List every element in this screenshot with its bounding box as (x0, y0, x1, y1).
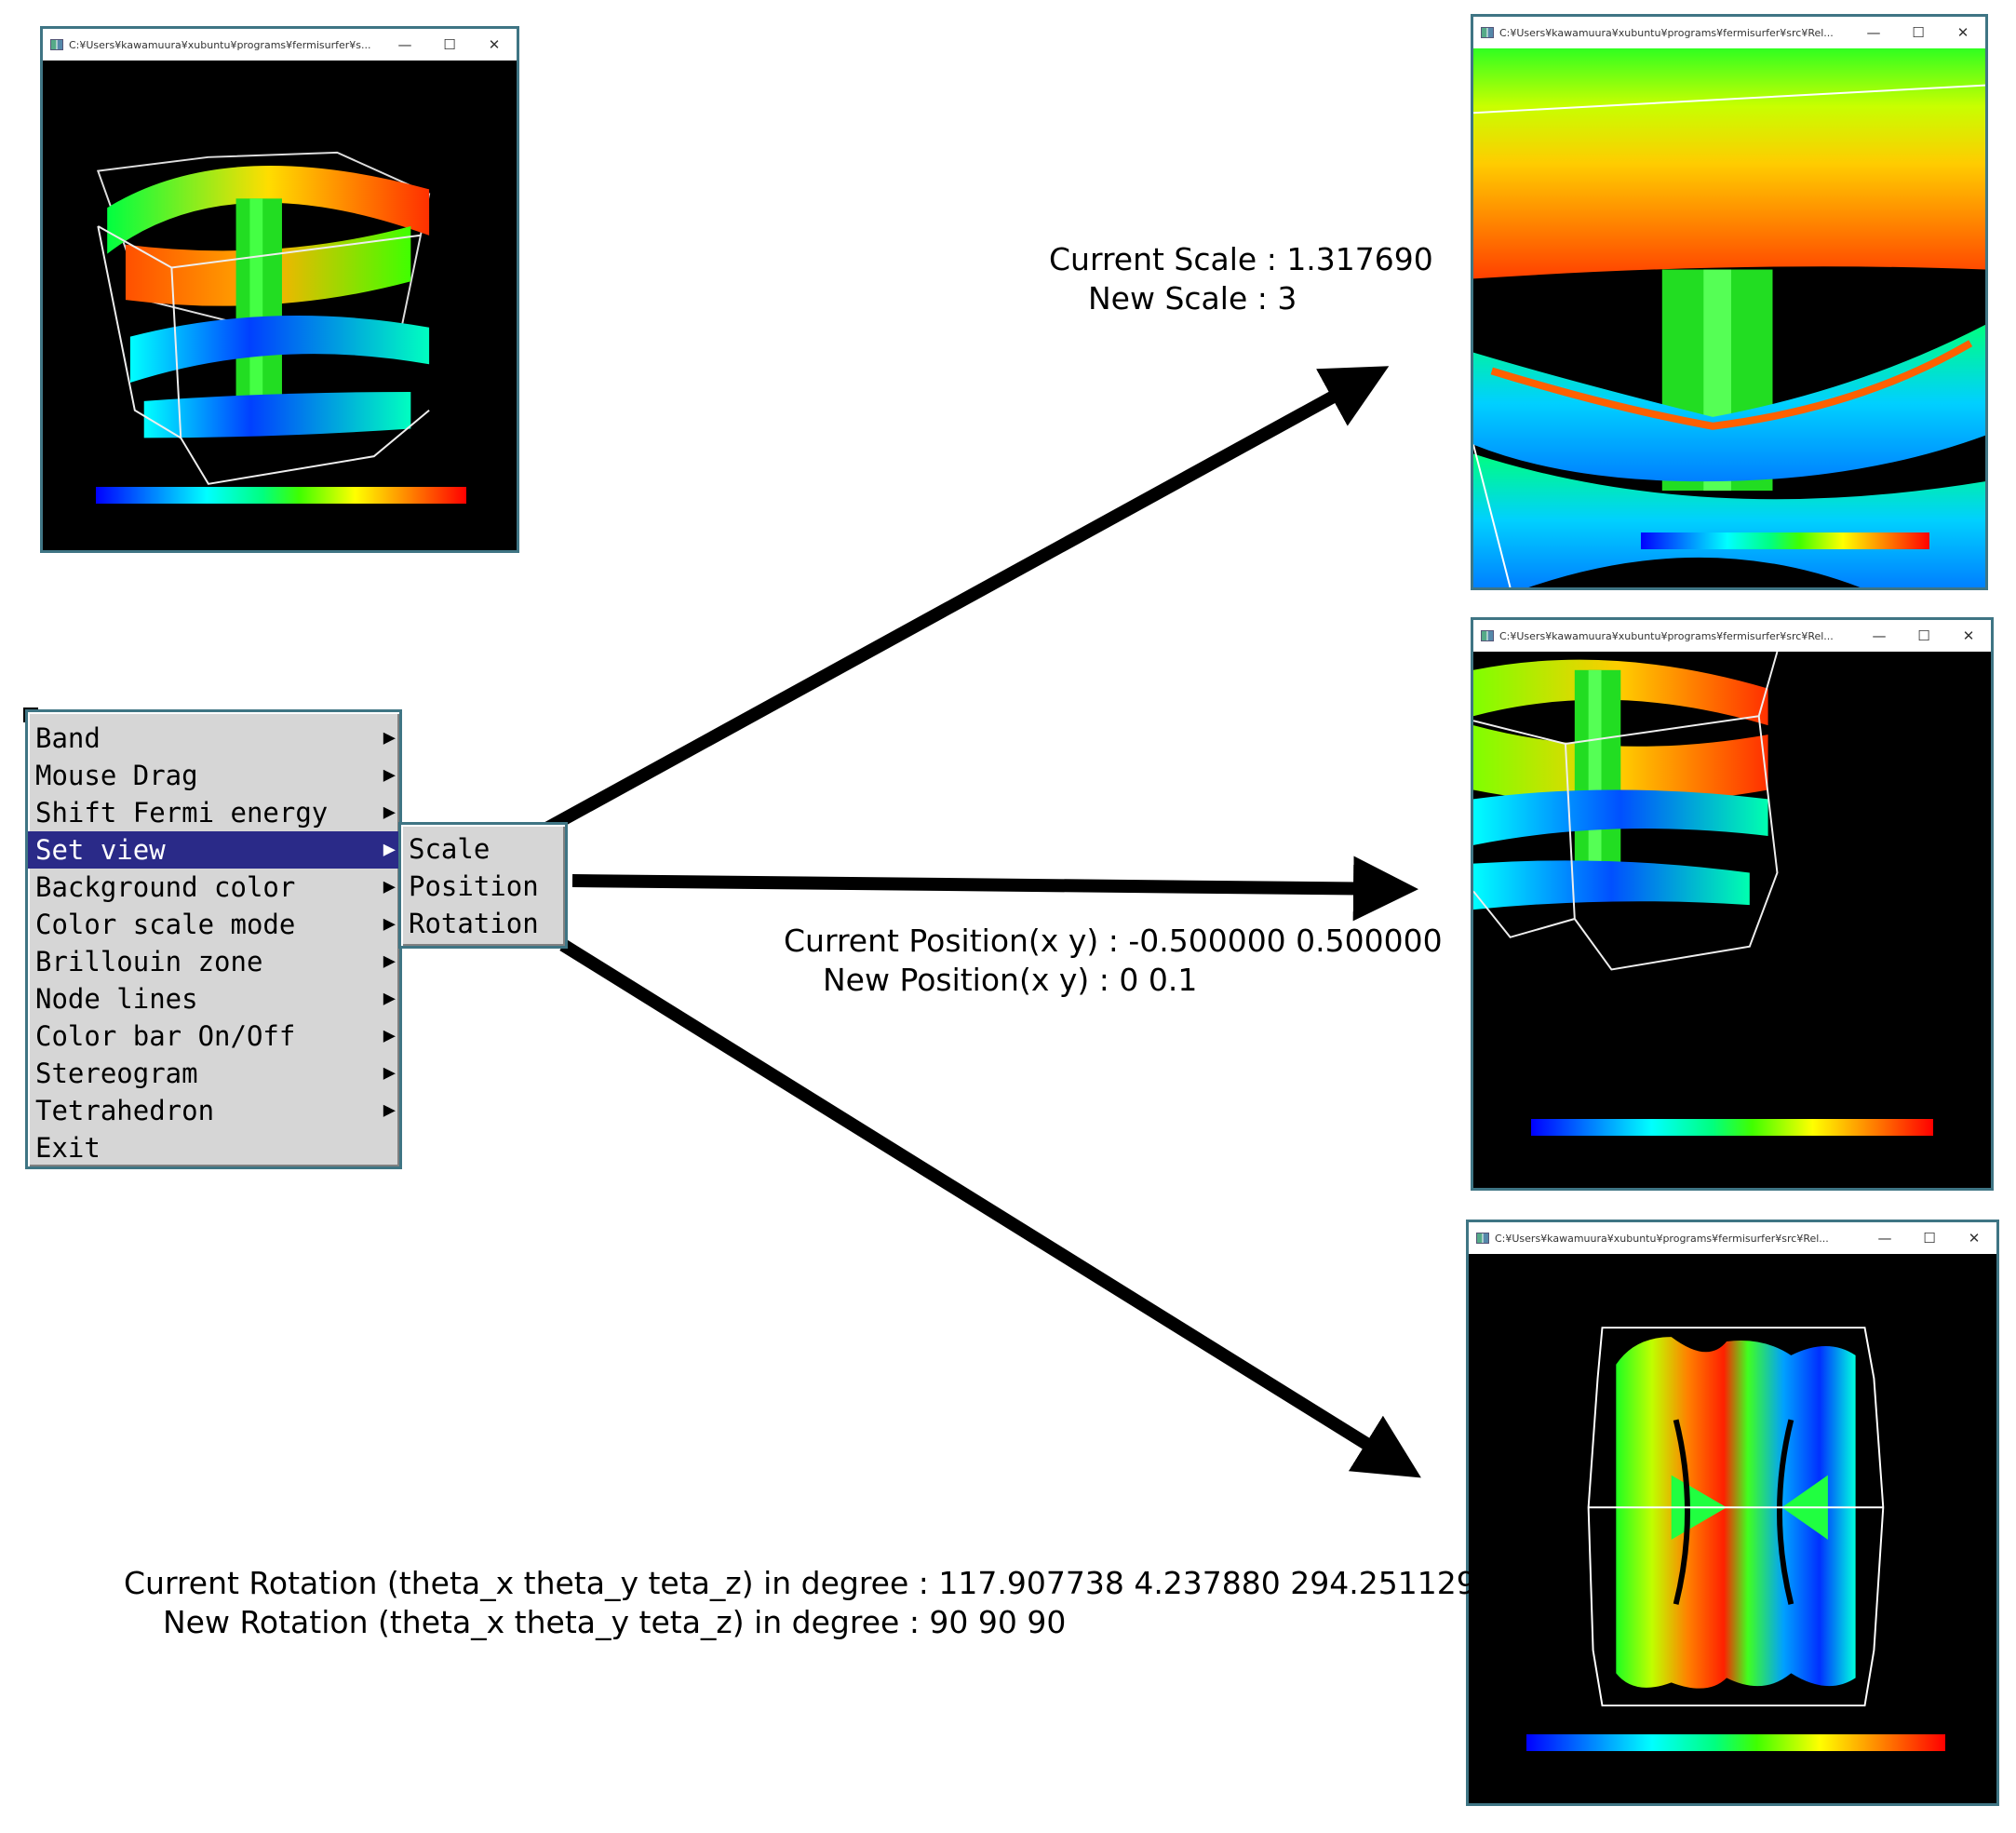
app-icon (1481, 27, 1494, 38)
original-view-window: C:¥Users¥kawamuura¥xubuntu¥programs¥ferm… (40, 26, 519, 553)
arrow-rotation (559, 939, 1421, 1478)
submenu-arrow-icon: ▶ (383, 987, 396, 1010)
scale-annotation: Current Scale : 1.317690 New Scale : 3 (1049, 240, 1433, 318)
current-position-text: Current Position(x y) : -0.500000 0.5000… (784, 923, 1443, 959)
submenu-arrow-icon: ▶ (383, 801, 396, 824)
maximize-icon[interactable]: ☐ (1917, 627, 1930, 644)
menu-item-stereogram[interactable]: Stereogram ▶ (28, 1055, 399, 1092)
minimize-icon[interactable]: — (1877, 1230, 1892, 1247)
app-icon (1476, 1233, 1489, 1244)
fermi-surface-render (1587, 1327, 1885, 1707)
menu-item-exit[interactable]: Exit (35, 1132, 101, 1164)
submenu-arrow-icon: ▶ (383, 726, 396, 749)
submenu-arrow-icon: ▶ (383, 875, 396, 898)
fermi-surface-render (1473, 652, 1779, 971)
position-annotation: Current Position(x y) : -0.500000 0.5000… (784, 922, 1443, 1000)
new-rotation-text: New Rotation (theta_x theta_y teta_z) in… (163, 1604, 1067, 1640)
menu-item-tetrahedron[interactable]: Tetrahedron ▶ (28, 1092, 399, 1129)
rotation-annotation: Current Rotation (theta_x theta_y teta_z… (124, 1564, 1476, 1642)
menu-item-mouse-drag[interactable]: Mouse Drag ▶ (28, 757, 399, 794)
maximize-icon[interactable]: ☐ (1923, 1230, 1936, 1247)
fermi-surface-view[interactable] (1473, 652, 1991, 1188)
window-titlebar[interactable]: C:¥Users¥kawamuura¥xubuntu¥programs¥ferm… (1469, 1222, 1996, 1254)
position-view-window: C:¥Users¥kawamuura¥xubuntu¥programs¥ferm… (1471, 617, 1994, 1191)
new-scale-text: New Scale : 3 (1088, 280, 1297, 317)
app-icon (50, 39, 63, 50)
current-scale-text: Current Scale : 1.317690 (1049, 241, 1433, 277)
menu-item-brillouin-zone[interactable]: Brillouin zone ▶ (28, 943, 399, 980)
submenu-item-scale[interactable]: Scale (409, 833, 491, 865)
submenu-arrow-icon: ▶ (383, 1098, 396, 1122)
fermi-surface-view[interactable] (1469, 1254, 1996, 1803)
submenu-item-rotation[interactable]: Rotation (409, 908, 539, 939)
menu-item-band[interactable]: Band ▶ (28, 720, 399, 757)
arrow-position (571, 856, 1418, 922)
minimize-icon[interactable]: — (1866, 24, 1881, 41)
color-bar (1641, 532, 1929, 549)
arrow-scale (517, 366, 1390, 849)
close-icon[interactable]: ✕ (1968, 1230, 1981, 1247)
color-bar (96, 487, 466, 504)
menu-item-shift-fermi-energy[interactable]: Shift Fermi energy ▶ (28, 794, 399, 831)
maximize-icon[interactable]: ☐ (1912, 24, 1925, 41)
menu-item-node-lines[interactable]: Node lines ▶ (28, 980, 399, 1018)
window-titlebar[interactable]: C:¥Users¥kawamuura¥xubuntu¥programs¥ferm… (1473, 17, 1985, 48)
current-rotation-text: Current Rotation (theta_x theta_y teta_z… (124, 1565, 1476, 1601)
rotation-view-window: C:¥Users¥kawamuura¥xubuntu¥programs¥ferm… (1466, 1220, 1999, 1806)
window-titlebar[interactable]: C:¥Users¥kawamuura¥xubuntu¥programs¥ferm… (43, 29, 517, 61)
submenu-arrow-icon: ▶ (383, 912, 396, 936)
window-titlebar[interactable]: C:¥Users¥kawamuura¥xubuntu¥programs¥ferm… (1473, 620, 1991, 652)
menu-item-set-view[interactable]: Set view ▶ (28, 831, 399, 869)
submenu-item-position[interactable]: Position (409, 870, 539, 902)
submenu-arrow-icon: ▶ (383, 950, 396, 973)
close-icon[interactable]: ✕ (488, 36, 501, 53)
submenu-arrow-icon: ▶ (383, 838, 396, 861)
set-view-submenu: Scale Position Rotation (398, 822, 568, 949)
app-icon (1481, 630, 1494, 641)
submenu-arrow-icon: ▶ (383, 763, 396, 787)
close-icon[interactable]: ✕ (1962, 627, 1975, 644)
fermi-surface-view[interactable] (43, 61, 517, 550)
menu-item-background-color[interactable]: Background color ▶ (28, 869, 399, 906)
minimize-icon[interactable]: — (1872, 627, 1887, 644)
fermi-surface-render (1473, 48, 1985, 587)
menu-item-color-bar[interactable]: Color bar On/Off ▶ (28, 1018, 399, 1055)
new-position-text: New Position(x y) : 0 0.1 (823, 962, 1198, 998)
submenu-arrow-icon: ▶ (383, 1024, 396, 1047)
menu-item-color-scale-mode[interactable]: Color scale mode ▶ (28, 906, 399, 943)
minimize-icon[interactable]: — (397, 36, 412, 53)
fermi-surface-render (96, 151, 431, 485)
submenu-arrow-icon: ▶ (383, 1061, 396, 1085)
color-bar (1526, 1734, 1945, 1751)
context-menu: Band ▶ Mouse Drag ▶ Shift Fermi energy ▶ Se… (25, 709, 402, 1169)
scaled-view-window: C:¥Users¥kawamuura¥xubuntu¥programs¥ferm… (1471, 14, 1988, 590)
close-icon[interactable]: ✕ (1956, 24, 1969, 41)
maximize-icon[interactable]: ☐ (443, 36, 456, 53)
color-bar (1531, 1119, 1933, 1136)
fermi-surface-view[interactable] (1473, 48, 1985, 587)
